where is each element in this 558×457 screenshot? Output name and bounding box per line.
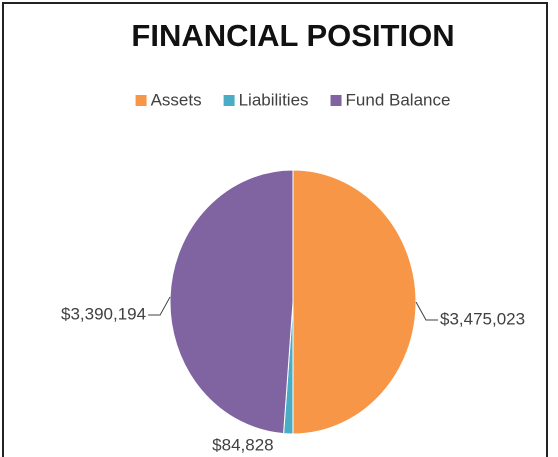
data-label: $3,390,194	[61, 304, 146, 323]
chart-title: FINANCIAL POSITION	[131, 18, 454, 53]
legend-swatch	[223, 95, 235, 106]
data-label: $3,475,023	[440, 309, 525, 328]
pie-slice	[169, 169, 294, 435]
legend-swatch	[330, 95, 342, 106]
legend-swatch	[135, 95, 147, 106]
leader-line	[148, 296, 171, 316]
frame	[2, 2, 548, 457]
data-label: $84,828	[212, 435, 273, 454]
legend-label: Assets	[151, 90, 202, 109]
leader-line	[415, 301, 438, 321]
legend-label: Fund Balance	[346, 90, 451, 109]
pie-slice	[292, 169, 417, 435]
legend-label: Liabilities	[239, 90, 309, 109]
